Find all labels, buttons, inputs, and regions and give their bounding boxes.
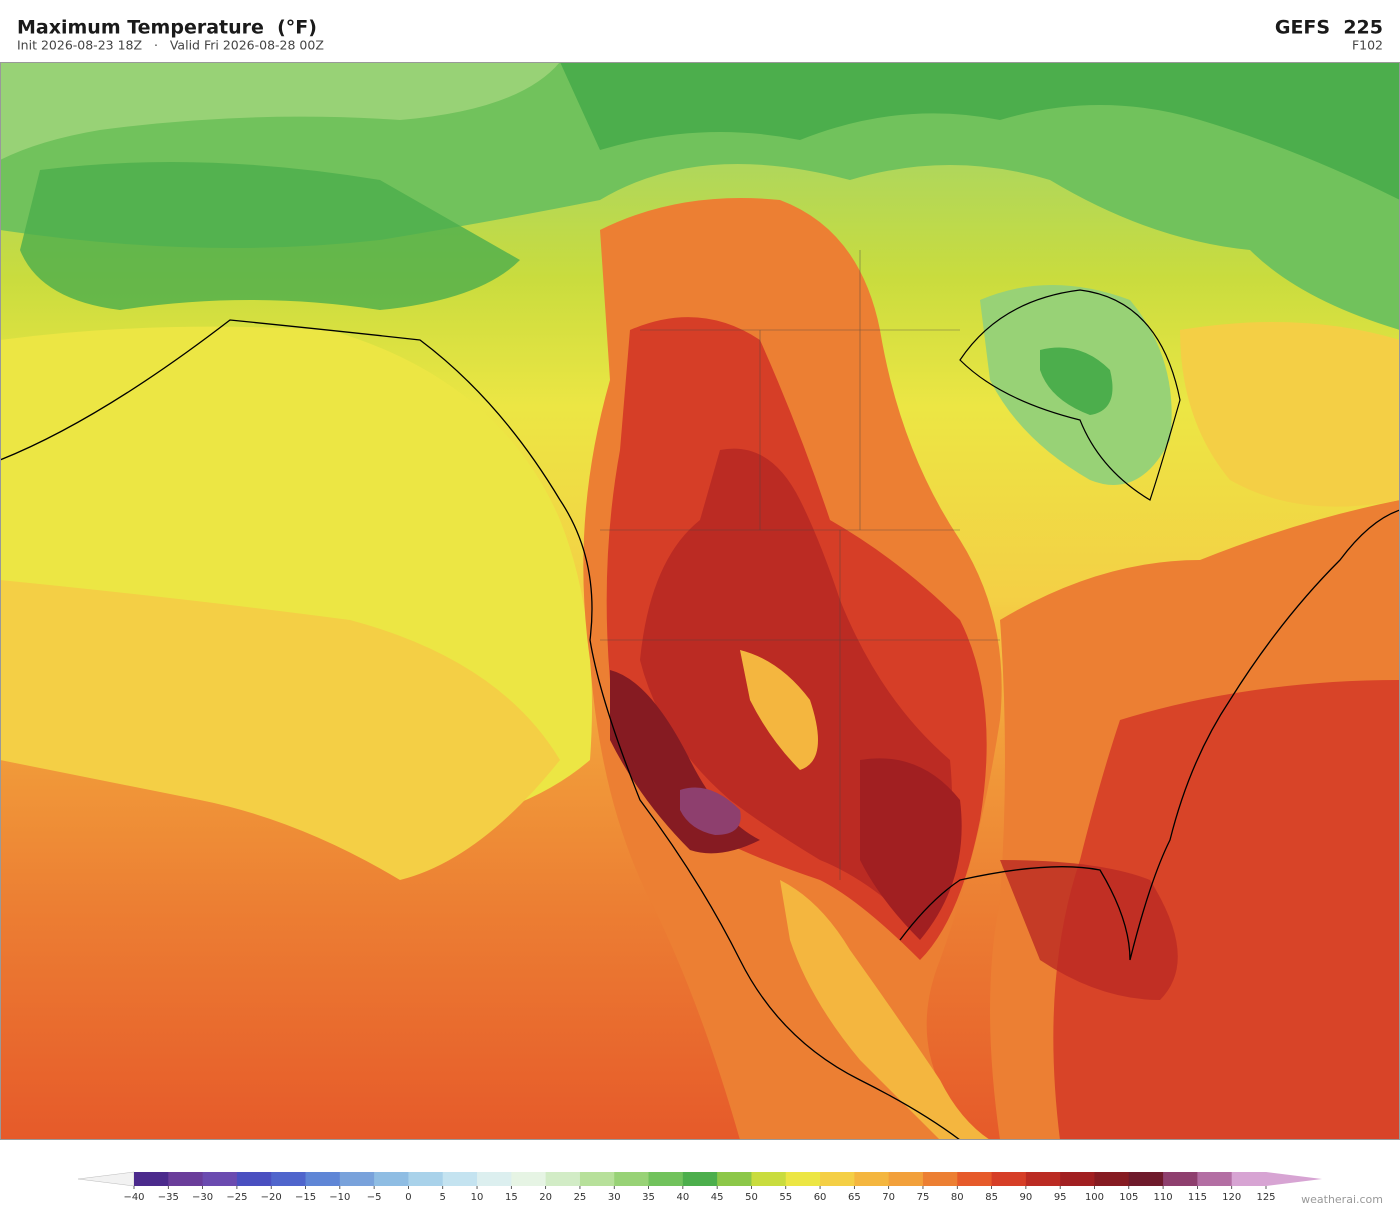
colorbar-bin <box>477 1172 512 1186</box>
subtitle: Init 2026-08-23 18Z · Valid Fri 2026-08-… <box>17 38 324 53</box>
colorbar-bin <box>442 1172 478 1186</box>
colorbar-under <box>77 1171 135 1187</box>
colorbar-bin <box>648 1172 684 1186</box>
colorbar-bin <box>1163 1172 1198 1186</box>
colorbar: −40 −35 −30 −25 −20 −15 −10 −5 0 5 10 15 20 25 30 35 40 4… <box>77 1171 1322 1203</box>
colorbar-bin <box>545 1172 581 1186</box>
colorbar-bin <box>579 1172 615 1186</box>
colorbar-bin <box>717 1172 752 1186</box>
colorbar-bin <box>1060 1172 1095 1186</box>
title: Maximum Temperature (°F) <box>17 17 317 39</box>
colorbar-bin <box>408 1172 444 1186</box>
colorbar-bin <box>271 1172 307 1186</box>
colorbar-tick-label: 90 <box>1020 1192 1033 1203</box>
colorbar-tick-label: 125 <box>1256 1192 1275 1203</box>
colorbar-bin <box>957 1172 993 1186</box>
colorbar-tick-label: −25 <box>226 1192 247 1203</box>
colorbar-tick-label: 80 <box>951 1192 964 1203</box>
colorbar-tick-label: −5 <box>367 1192 382 1203</box>
colorbar-tick-label: 45 <box>711 1192 724 1203</box>
colorbar-tick-label: 55 <box>779 1192 792 1203</box>
colorbar-bin <box>785 1172 821 1186</box>
map <box>0 62 1400 1140</box>
colorbar-bin <box>236 1172 272 1186</box>
colorbar-tick-label: 10 <box>471 1192 484 1203</box>
colorbar-tick-label: 95 <box>1054 1192 1067 1203</box>
colorbar-bin <box>922 1172 958 1186</box>
colorbar-tick-label: 120 <box>1222 1192 1241 1203</box>
colorbar-tick-label: 40 <box>676 1192 689 1203</box>
colorbar-bin <box>168 1172 204 1186</box>
colorbar-tick-label: −15 <box>295 1192 316 1203</box>
colorbar-tick-label: 35 <box>642 1192 655 1203</box>
colorbar-tick-label: −20 <box>261 1192 282 1203</box>
colorbar-tick-label: 15 <box>505 1192 518 1203</box>
colorbar-bin <box>682 1172 718 1186</box>
colorbar-tick-label: 20 <box>539 1192 552 1203</box>
colorbar-tick-label: 85 <box>985 1192 998 1203</box>
colorbar-tick-label: 110 <box>1154 1192 1173 1203</box>
colorbar-tick-label: 30 <box>608 1192 621 1203</box>
colorbar-bin <box>1128 1172 1164 1186</box>
colorbar-tick-label: 25 <box>574 1192 587 1203</box>
colorbar-tick-label: −30 <box>192 1192 213 1203</box>
forecast-hour: F102 <box>1352 38 1383 53</box>
colorbar-bin <box>1231 1172 1267 1186</box>
colorbar-bin <box>305 1172 341 1186</box>
colorbar-tick-label: 105 <box>1119 1192 1138 1203</box>
colorbar-bin <box>820 1172 855 1186</box>
colorbar-bin <box>614 1172 650 1186</box>
colorbar-over <box>1266 1172 1322 1186</box>
colorbar-bin <box>751 1172 787 1186</box>
colorbar-tick-label: 115 <box>1188 1192 1207 1203</box>
colorbar-bin <box>991 1172 1027 1186</box>
colorbar-tick-label: −35 <box>158 1192 179 1203</box>
colorbar-tick-label: −40 <box>123 1192 144 1203</box>
colorbar-tick-label: 70 <box>882 1192 895 1203</box>
colorbar-bin <box>1197 1172 1233 1186</box>
colorbar-tick-label: −10 <box>329 1192 350 1203</box>
colorbar-bin <box>1094 1172 1130 1186</box>
colorbar-tick-label: 50 <box>745 1192 758 1203</box>
colorbar-tick-label: 65 <box>848 1192 861 1203</box>
colorbar-tick-label: 100 <box>1085 1192 1104 1203</box>
colorbar-bin <box>339 1172 375 1186</box>
model: GEFS 225 <box>1275 17 1383 39</box>
colorbar-bin <box>374 1172 409 1186</box>
colorbar-tick-label: 5 <box>440 1192 446 1203</box>
colorbar-bin <box>202 1172 238 1186</box>
colorbar-tick-label: 75 <box>917 1192 930 1203</box>
colorbar-tick-label: 0 <box>405 1192 411 1203</box>
colorbar-tick-label: 60 <box>814 1192 827 1203</box>
colorbar-bin <box>888 1172 924 1186</box>
colorbar-bin <box>854 1172 890 1186</box>
colorbar-bin <box>134 1172 169 1186</box>
colorbar-bin <box>1025 1172 1061 1186</box>
colorbar-bin <box>511 1172 547 1186</box>
credit: weatherai.com <box>1301 1193 1383 1206</box>
